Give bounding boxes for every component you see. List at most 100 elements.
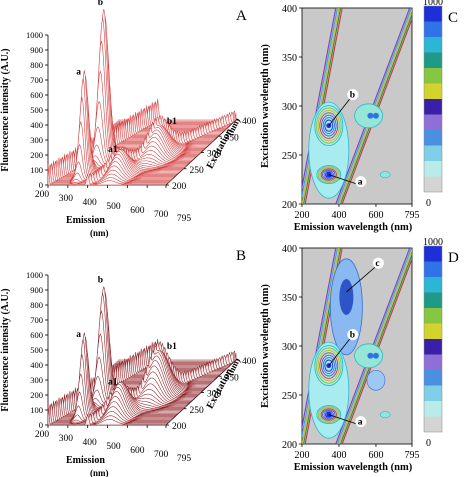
scatter-ridge (302, 248, 338, 439)
y-tick-label: 400 (282, 244, 297, 255)
z-axis: 0 100 200 300 400 500 600 700 800 900 1000 Fluoresc… (0, 30, 49, 190)
z-axis: 0 100 200 300 400 500 600 700 800 900 1000 Fluoresc… (0, 270, 49, 430)
colorbar-swatch (424, 37, 442, 53)
colorbar-swatch (424, 261, 442, 277)
annotations: b a b1 a1 (76, 276, 177, 388)
contour-line-b (316, 347, 342, 384)
colorbar-swatch (424, 416, 442, 432)
scatter-ridge (302, 248, 337, 431)
x-tick-label: 400 (83, 438, 98, 448)
z-tick-label: 900 (30, 285, 43, 295)
colorbar-frame (423, 5, 443, 193)
y-tick-label: 300 (282, 102, 297, 113)
contour-plot (302, 248, 412, 444)
colorbar-swatch (424, 176, 442, 192)
contour-line-b (322, 357, 335, 375)
arrow-a (328, 414, 359, 425)
y-tick-label: 200 (282, 440, 297, 451)
contour-region (366, 369, 386, 391)
peak-label-a1: a1 (108, 145, 118, 155)
peak-label-b1: b1 (167, 117, 177, 127)
peak-label-b: b (98, 276, 103, 286)
contour-region (367, 112, 374, 119)
x-tick-label: 700 (154, 210, 169, 220)
z-tick-label: 1000 (26, 270, 43, 280)
y-tick-label: 250 (282, 151, 297, 162)
x-tick-label: 600 (368, 450, 383, 461)
label-bg-a (355, 176, 367, 188)
annotations: ba (328, 89, 367, 188)
colorbar-swatch (424, 161, 442, 177)
peak-label-c: c (375, 259, 379, 269)
annotations: c b a (328, 257, 384, 428)
colorbar-swatch (424, 83, 442, 99)
surface-slice (51, 400, 170, 423)
x-tick-label: 200 (295, 210, 310, 221)
scatter-ridge (340, 13, 412, 204)
x-axis-title: Emission (66, 215, 105, 226)
x-tick-label: 300 (59, 434, 74, 444)
x-axis-unit: (nm) (90, 468, 109, 477)
colorbar-frame (423, 245, 443, 433)
z-tick-label: 200 (30, 150, 43, 160)
peak-label-b: b (98, 0, 103, 8)
x-tick-label: 795 (177, 214, 192, 224)
contour-region (372, 352, 379, 359)
contour-line-a (317, 166, 340, 183)
y-axis: 200 250 300 350 400 Excitation wavelength (nm… (260, 244, 302, 451)
peak-label-a: a (76, 330, 81, 340)
x-tick-label: 200 (295, 450, 310, 461)
z-tick-label: 100 (30, 405, 43, 415)
colorbar-swatch (424, 323, 442, 339)
arrow-b (328, 97, 352, 126)
contour-line-b (324, 119, 334, 132)
y-tick-label: 250 (190, 406, 205, 416)
x-tick-label: 300 (59, 194, 74, 204)
z-tick-label: 400 (30, 360, 43, 370)
contour-plot (302, 8, 412, 204)
colorbar: 1000 0 (423, 237, 443, 449)
surface-slice (47, 403, 166, 426)
x-tick-label: 200 (35, 190, 50, 200)
peak-label-a: a (358, 178, 363, 188)
z-tick-label: 900 (30, 45, 43, 55)
y-tick-label: 200 (172, 422, 187, 432)
y-axis-title: Excitation wavelength (nm) (260, 44, 271, 168)
arrow-b (328, 337, 352, 366)
colorbar-swatch (424, 52, 442, 68)
contour-line-b (324, 359, 334, 372)
x-tick-label: 600 (130, 206, 145, 216)
surface-slice (50, 403, 169, 424)
contour-line-b (316, 107, 342, 144)
z-tick-label: 300 (30, 375, 43, 385)
y-axis-title: Excitation wavelength (nm) (260, 284, 271, 408)
x-tick-label: 795 (405, 450, 420, 461)
y-tick-label: 350 (225, 133, 240, 143)
contour-region (339, 279, 354, 315)
surface (47, 8, 237, 186)
colorbar-swatch (424, 6, 442, 22)
colorbar-swatch (424, 114, 442, 130)
z-axis-title: Fluorescence intensity (A.U.) (0, 48, 11, 171)
surface-slice (51, 160, 170, 183)
contour-region (367, 352, 374, 359)
x-tick-label: 200 (35, 430, 50, 440)
colorbar-swatch (424, 401, 442, 417)
contour-line-b (314, 345, 344, 387)
x-tick-label: 795 (177, 454, 192, 464)
z-axis-title: Fluorescence intensity (A.U.) (0, 288, 11, 411)
surface-slice (47, 163, 166, 186)
x-tick-label: 500 (106, 442, 121, 452)
contour-line-b (317, 349, 340, 382)
arrow-a (328, 174, 359, 185)
z-tick-label: 800 (30, 60, 43, 70)
peak-label-b: b (350, 331, 355, 341)
contour-line-a (316, 405, 342, 425)
x-axis-title: Emission wavelength (nm) (294, 222, 413, 233)
colorbar-min-label: 0 (426, 198, 431, 209)
colorbar-swatch (424, 292, 442, 308)
colorbar-swatch (424, 246, 442, 262)
